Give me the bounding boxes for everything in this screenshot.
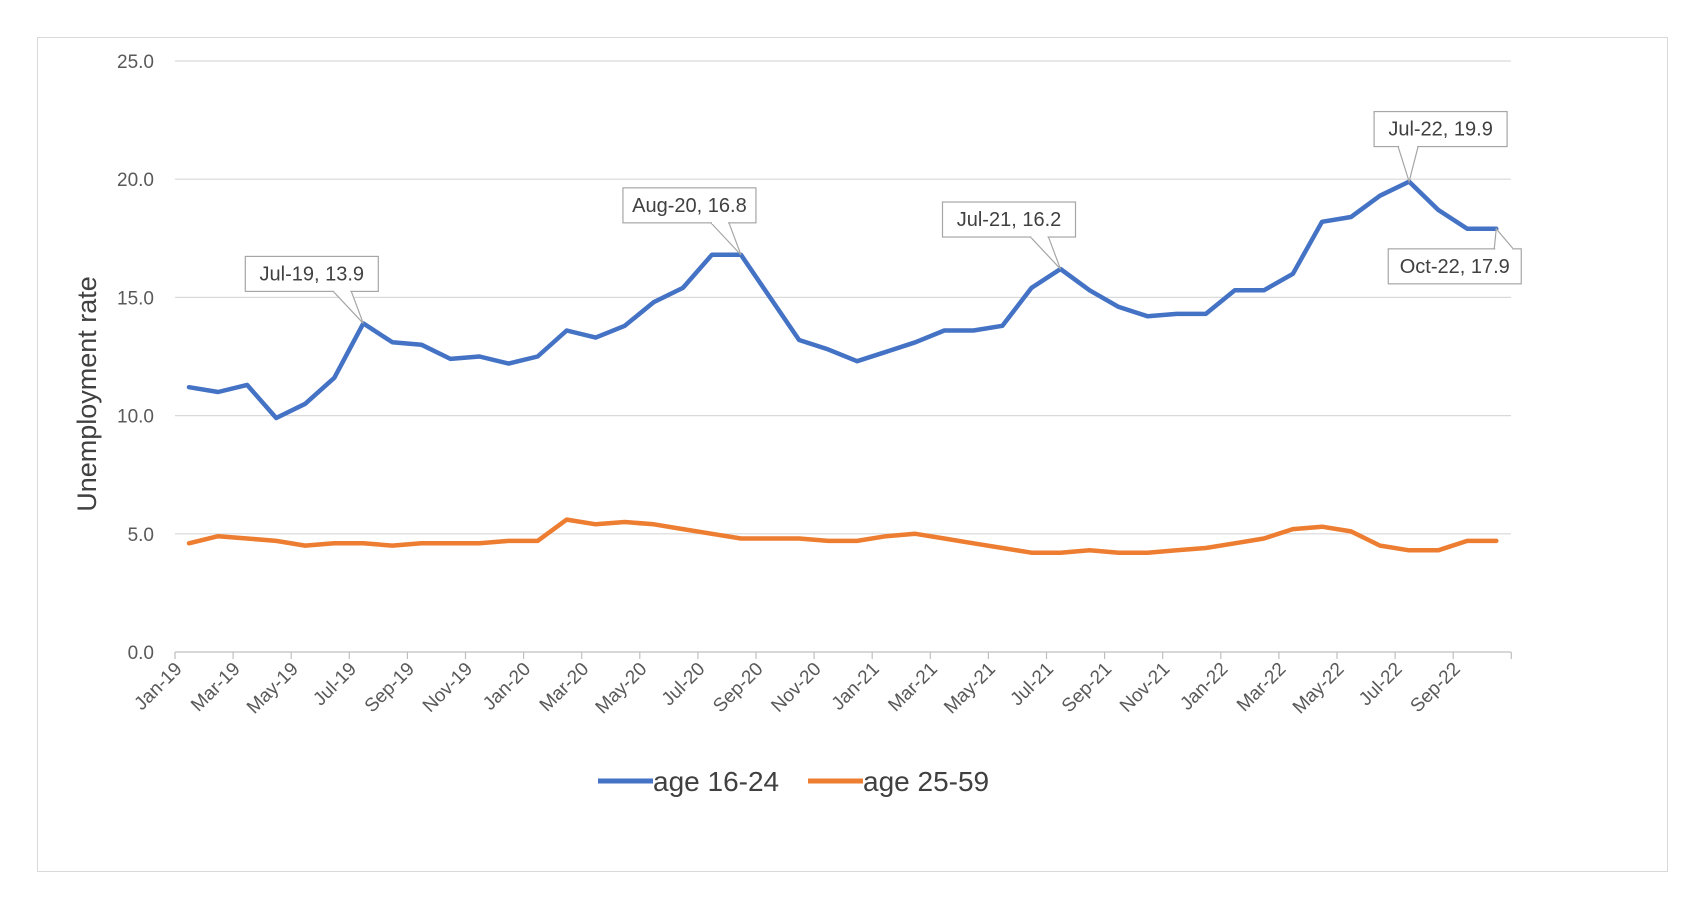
x-tick-label: Sep-20 [709,659,767,717]
series-line-age-16-24[interactable] [186,179,1499,421]
legend-item[interactable]: age 25-59 [808,766,989,797]
callout-box [1387,248,1522,285]
x-tick-label: Jul-19 [309,659,360,710]
y-tick-label: 0.0 [128,643,154,664]
x-tick-label: Mar-19 [187,659,244,716]
y-axis-tick-labels: 0.0 5.0 10.0 15.0 20.0 25.0 [117,52,154,664]
series-line-age-25-59[interactable] [186,517,1499,555]
series-lines [186,179,1499,555]
x-tick-label: May-21 [940,659,1000,719]
callout-label: Aug-20, 16.8 [632,195,747,217]
x-tick-label: Nov-20 [767,659,825,717]
x-tick-label: Sep-22 [1407,659,1465,717]
callout-label: Jul-22, 19.9 [1388,119,1493,141]
callout: Jul-21, 16.2 [941,201,1077,270]
callout-box [622,187,757,224]
legend-label: age 16-24 [653,766,779,797]
legend[interactable]: age 16-24 age 25-59 [598,766,989,797]
x-tick-label: Jan-21 [828,659,884,715]
callout: Aug-20, 16.8 [622,187,757,256]
y-tick-label: 5.0 [128,525,154,546]
callout-pointer [1030,236,1062,270]
y-tick-label: 25.0 [117,52,154,73]
data-callouts: Jul-19, 13.9 Aug-20, 16.8 Jul-21, 16.2 Jul-… [244,110,1522,324]
x-tick-label: Mar-22 [1233,659,1290,716]
legend-label: age 25-59 [863,766,989,797]
x-tick-label: Mar-21 [884,659,941,716]
callout: Jul-19, 13.9 [244,255,379,324]
x-axis [174,651,1512,659]
chart-frame: 0.0 5.0 10.0 15.0 20.0 25.0 Jan-19 Mar-19 May-1… [37,37,1668,872]
callout-label: Jul-21, 16.2 [957,209,1062,231]
gridlines [175,60,1511,535]
y-tick-label: 20.0 [117,170,154,191]
x-tick-label: Nov-19 [419,659,477,717]
x-tick-label: May-19 [243,659,303,719]
x-tick-label: May-22 [1289,659,1349,719]
x-tick-label: Mar-20 [536,659,593,716]
x-tick-label: Sep-21 [1058,659,1116,717]
x-tick-label: Jan-22 [1176,659,1232,715]
x-tick-label: Jul-20 [658,659,709,710]
legend-item[interactable]: age 16-24 [598,766,779,797]
callout-pointer [332,290,364,324]
callout-pointer [1493,227,1514,250]
callout-box [244,255,379,293]
callout: Jul-22, 19.9 [1373,110,1508,184]
callout-box [1373,110,1508,148]
callout-label: Jul-19, 13.9 [260,263,365,285]
x-tick-label: Jul-21 [1007,659,1058,710]
callout: Oct-22, 17.9 [1387,227,1522,285]
x-tick-label: Sep-19 [361,659,419,717]
x-tick-label: May-20 [592,659,652,719]
y-tick-label: 10.0 [117,407,154,428]
callout-pointer [710,222,742,256]
x-tick-label: Jan-20 [479,659,535,715]
x-tick-label: Jan-19 [131,659,187,715]
callout-box [941,201,1077,238]
x-tick-label: Jul-22 [1355,659,1406,710]
callout-pointer [1397,146,1419,184]
x-tick-label: Nov-21 [1116,659,1174,717]
unemployment-line-chart: 0.0 5.0 10.0 15.0 20.0 25.0 Jan-19 Mar-19May-1… [72,52,1522,797]
callout-label: Oct-22, 17.9 [1400,256,1510,278]
y-tick-label: 15.0 [117,288,154,309]
y-axis-title: Unemployment rate [72,276,102,512]
